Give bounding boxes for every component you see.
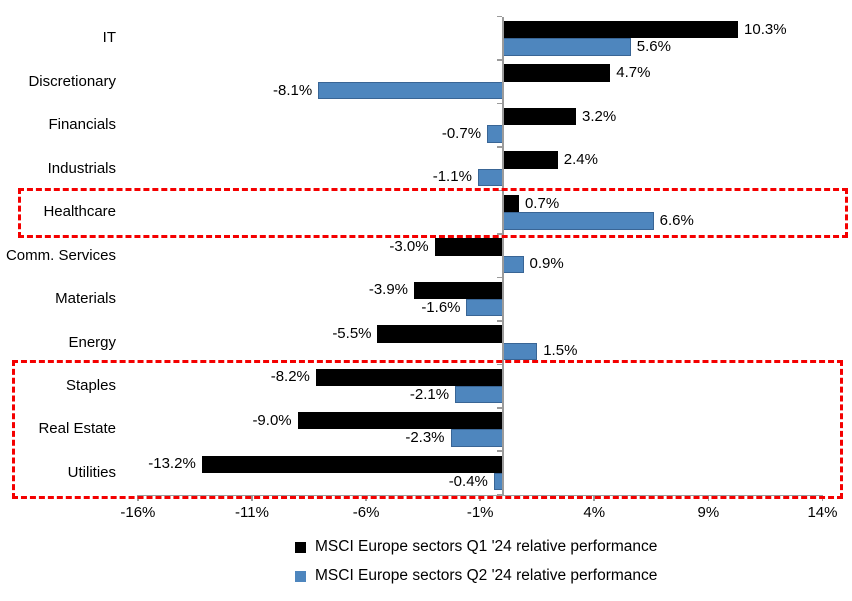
category-label-industrials: Industrials	[47, 159, 116, 177]
highlight-box-healthcare	[18, 187, 848, 238]
bar-q1-energy	[377, 325, 503, 343]
bar-q2-industrials	[477, 168, 503, 187]
bar-q1-discretionary	[503, 64, 611, 82]
category-label-utilities: Utilities	[67, 463, 116, 481]
x-axis-line	[137, 494, 823, 497]
value-label-q1-it: 10.3%	[744, 20, 787, 38]
bar-q1-healthcare	[503, 194, 519, 213]
legend-item-q2: MSCI Europe sectors Q2 '24 relative perf…	[295, 565, 657, 587]
value-label-q2-staples: -2.1%	[409, 385, 450, 403]
category-label-energy: Energy	[68, 333, 116, 351]
value-label-q1-financials: 3.2%	[582, 107, 617, 125]
bar-q2-materials	[466, 299, 503, 317]
value-label-q1-real-estate: -9.0%	[252, 411, 292, 429]
x-tick-label-1: -1%	[466, 503, 494, 521]
legend-item-q1: MSCI Europe sectors Q1 '24 relative perf…	[295, 536, 657, 558]
bar-q2-energy	[503, 342, 538, 360]
value-label-q1-materials: -3.9%	[368, 281, 409, 299]
x-tick-label-14: 14%	[807, 503, 838, 521]
bar-q1-materials	[414, 281, 503, 300]
category-label-healthcare: Healthcare	[43, 203, 116, 221]
bar-q1-real-estate	[297, 412, 503, 430]
x-tick-label-16: -16%	[120, 503, 156, 521]
y-axis-tick	[497, 276, 503, 279]
legend-label-q2: MSCI Europe sectors Q2 '24 relative perf…	[315, 567, 658, 584]
legend-swatch-q2-icon	[295, 570, 306, 582]
value-label-q1-utilities: -13.2%	[148, 455, 196, 473]
value-label-q1-industrials: 2.4%	[563, 151, 598, 169]
x-tick-label-4: 4%	[583, 503, 606, 521]
value-label-q2-utilities: -0.4%	[448, 472, 488, 490]
y-axis-tick	[497, 320, 503, 322]
legend: MSCI Europe sectors Q1 '24 relative perf…	[295, 536, 657, 587]
value-label-q2-industrials: -1.1%	[432, 168, 472, 186]
bar-q1-utilities	[201, 455, 503, 473]
value-label-q2-comm-services: 0.9%	[529, 255, 564, 273]
bar-q1-it	[503, 21, 739, 39]
value-label-q2-healthcare: 6.6%	[659, 211, 694, 229]
category-label-financials: Financials	[48, 116, 116, 134]
legend-swatch-q1-icon	[295, 541, 306, 553]
legend-label-q1: MSCI Europe sectors Q1 '24 relative perf…	[315, 538, 658, 555]
value-label-q1-healthcare: 0.7%	[524, 194, 560, 212]
y-axis-tick	[497, 406, 503, 409]
bar-q1-staples	[315, 368, 503, 386]
y-axis-tick	[497, 450, 503, 452]
y-axis-tick	[497, 146, 503, 148]
y-axis-tick	[497, 15, 503, 18]
category-label-materials: Materials	[55, 290, 116, 308]
value-label-q1-staples: -8.2%	[270, 368, 310, 386]
x-tick-label-9: 9%	[697, 503, 720, 521]
category-label-it: IT	[102, 29, 116, 47]
highlight-box-staples-realestate-utilities	[12, 360, 843, 499]
y-axis-tick	[497, 102, 503, 105]
bar-q1-financials	[503, 107, 577, 126]
y-axis-line	[502, 16, 504, 496]
value-label-q2-real-estate: -2.3%	[405, 429, 445, 447]
bar-q2-it	[503, 38, 631, 56]
category-label-real-estate: Real Estate	[38, 420, 116, 438]
x-tick-label-6: -6%	[352, 503, 380, 521]
bar-q2-comm-services	[503, 255, 524, 274]
category-label-staples: Staples	[65, 377, 116, 395]
bar-q1-industrials	[503, 151, 558, 169]
y-axis-tick	[497, 233, 503, 235]
value-label-q2-discretionary: -8.1%	[272, 81, 313, 99]
value-label-q2-financials: -0.7%	[441, 125, 482, 142]
value-label-q2-energy: 1.5%	[543, 342, 578, 360]
y-axis-tick	[497, 59, 503, 61]
value-label-q1-energy: -5.5%	[332, 324, 372, 342]
value-label-q2-materials: -1.6%	[421, 298, 461, 316]
x-tick-label-11: -11%	[235, 503, 269, 521]
value-label-q1-comm-services: -3.0%	[389, 237, 429, 255]
bar-q2-discretionary	[318, 81, 503, 100]
category-label-discretionary: Discretionary	[28, 72, 116, 90]
bar-q2-financials	[487, 125, 503, 143]
value-label-q2-it: 5.6%	[636, 38, 671, 56]
bar-q1-comm-services	[434, 238, 503, 256]
category-label-comm-services: Comm. Services	[5, 246, 116, 264]
value-label-q1-discretionary: 4.7%	[616, 64, 651, 82]
y-axis-tick	[497, 363, 503, 366]
